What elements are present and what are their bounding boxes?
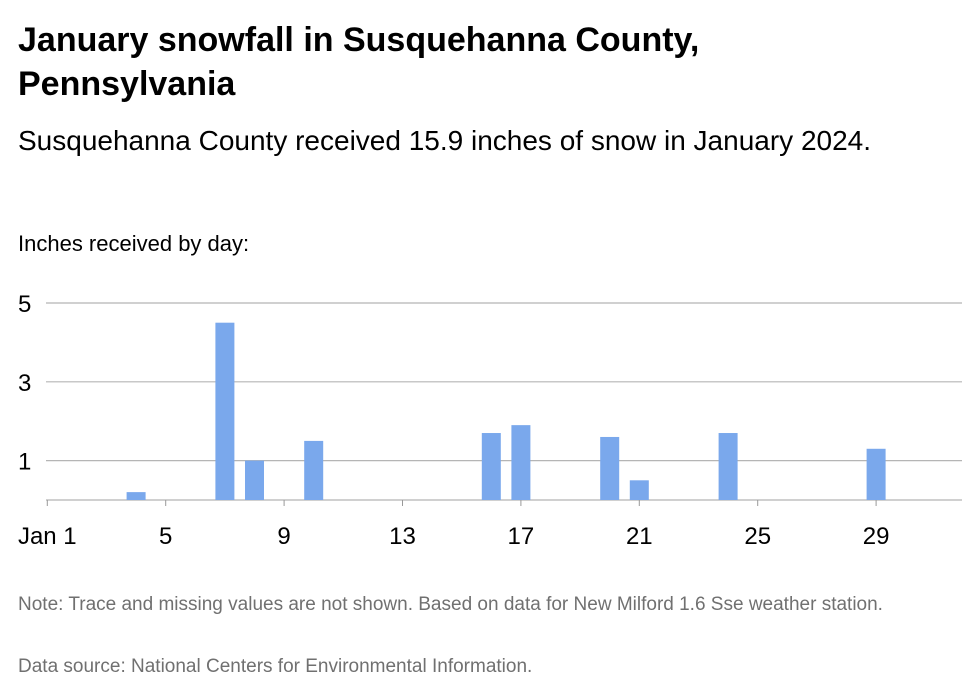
x-tick-label: 13 [389,523,416,550]
bar [304,440,324,500]
x-tick-label: 21 [626,523,653,550]
bar-layer [126,322,886,500]
bar [866,448,886,500]
grid-layer [46,302,962,501]
x-tick-label: 25 [744,523,771,550]
y-tick-label: 1 [18,449,31,476]
chart-subtitle: Susquehanna County received 15.9 inches … [18,125,872,156]
bar [481,433,501,500]
bar [245,460,264,500]
chart-note: Note: Trace and missing values are not s… [18,594,883,615]
data-source: Data source: National Centers for Enviro… [18,656,533,677]
y-tick-label: 5 [18,291,31,318]
bar [718,433,738,500]
bar [600,436,620,500]
x-tick-label: 17 [508,523,535,550]
bar [629,480,649,500]
bar [215,322,235,500]
y-tick-label: 3 [18,370,31,397]
y-axis-label: Inches received by day: [18,231,250,256]
bar [511,425,531,500]
x-tick-label: Jan 1 [18,523,77,550]
x-tick-label: 29 [863,523,890,550]
chart-title: January snowfall in Susquehanna County, … [18,21,700,103]
x-tick-label: 5 [159,523,172,550]
x-tick-label: 9 [277,523,290,550]
bar [126,492,146,500]
